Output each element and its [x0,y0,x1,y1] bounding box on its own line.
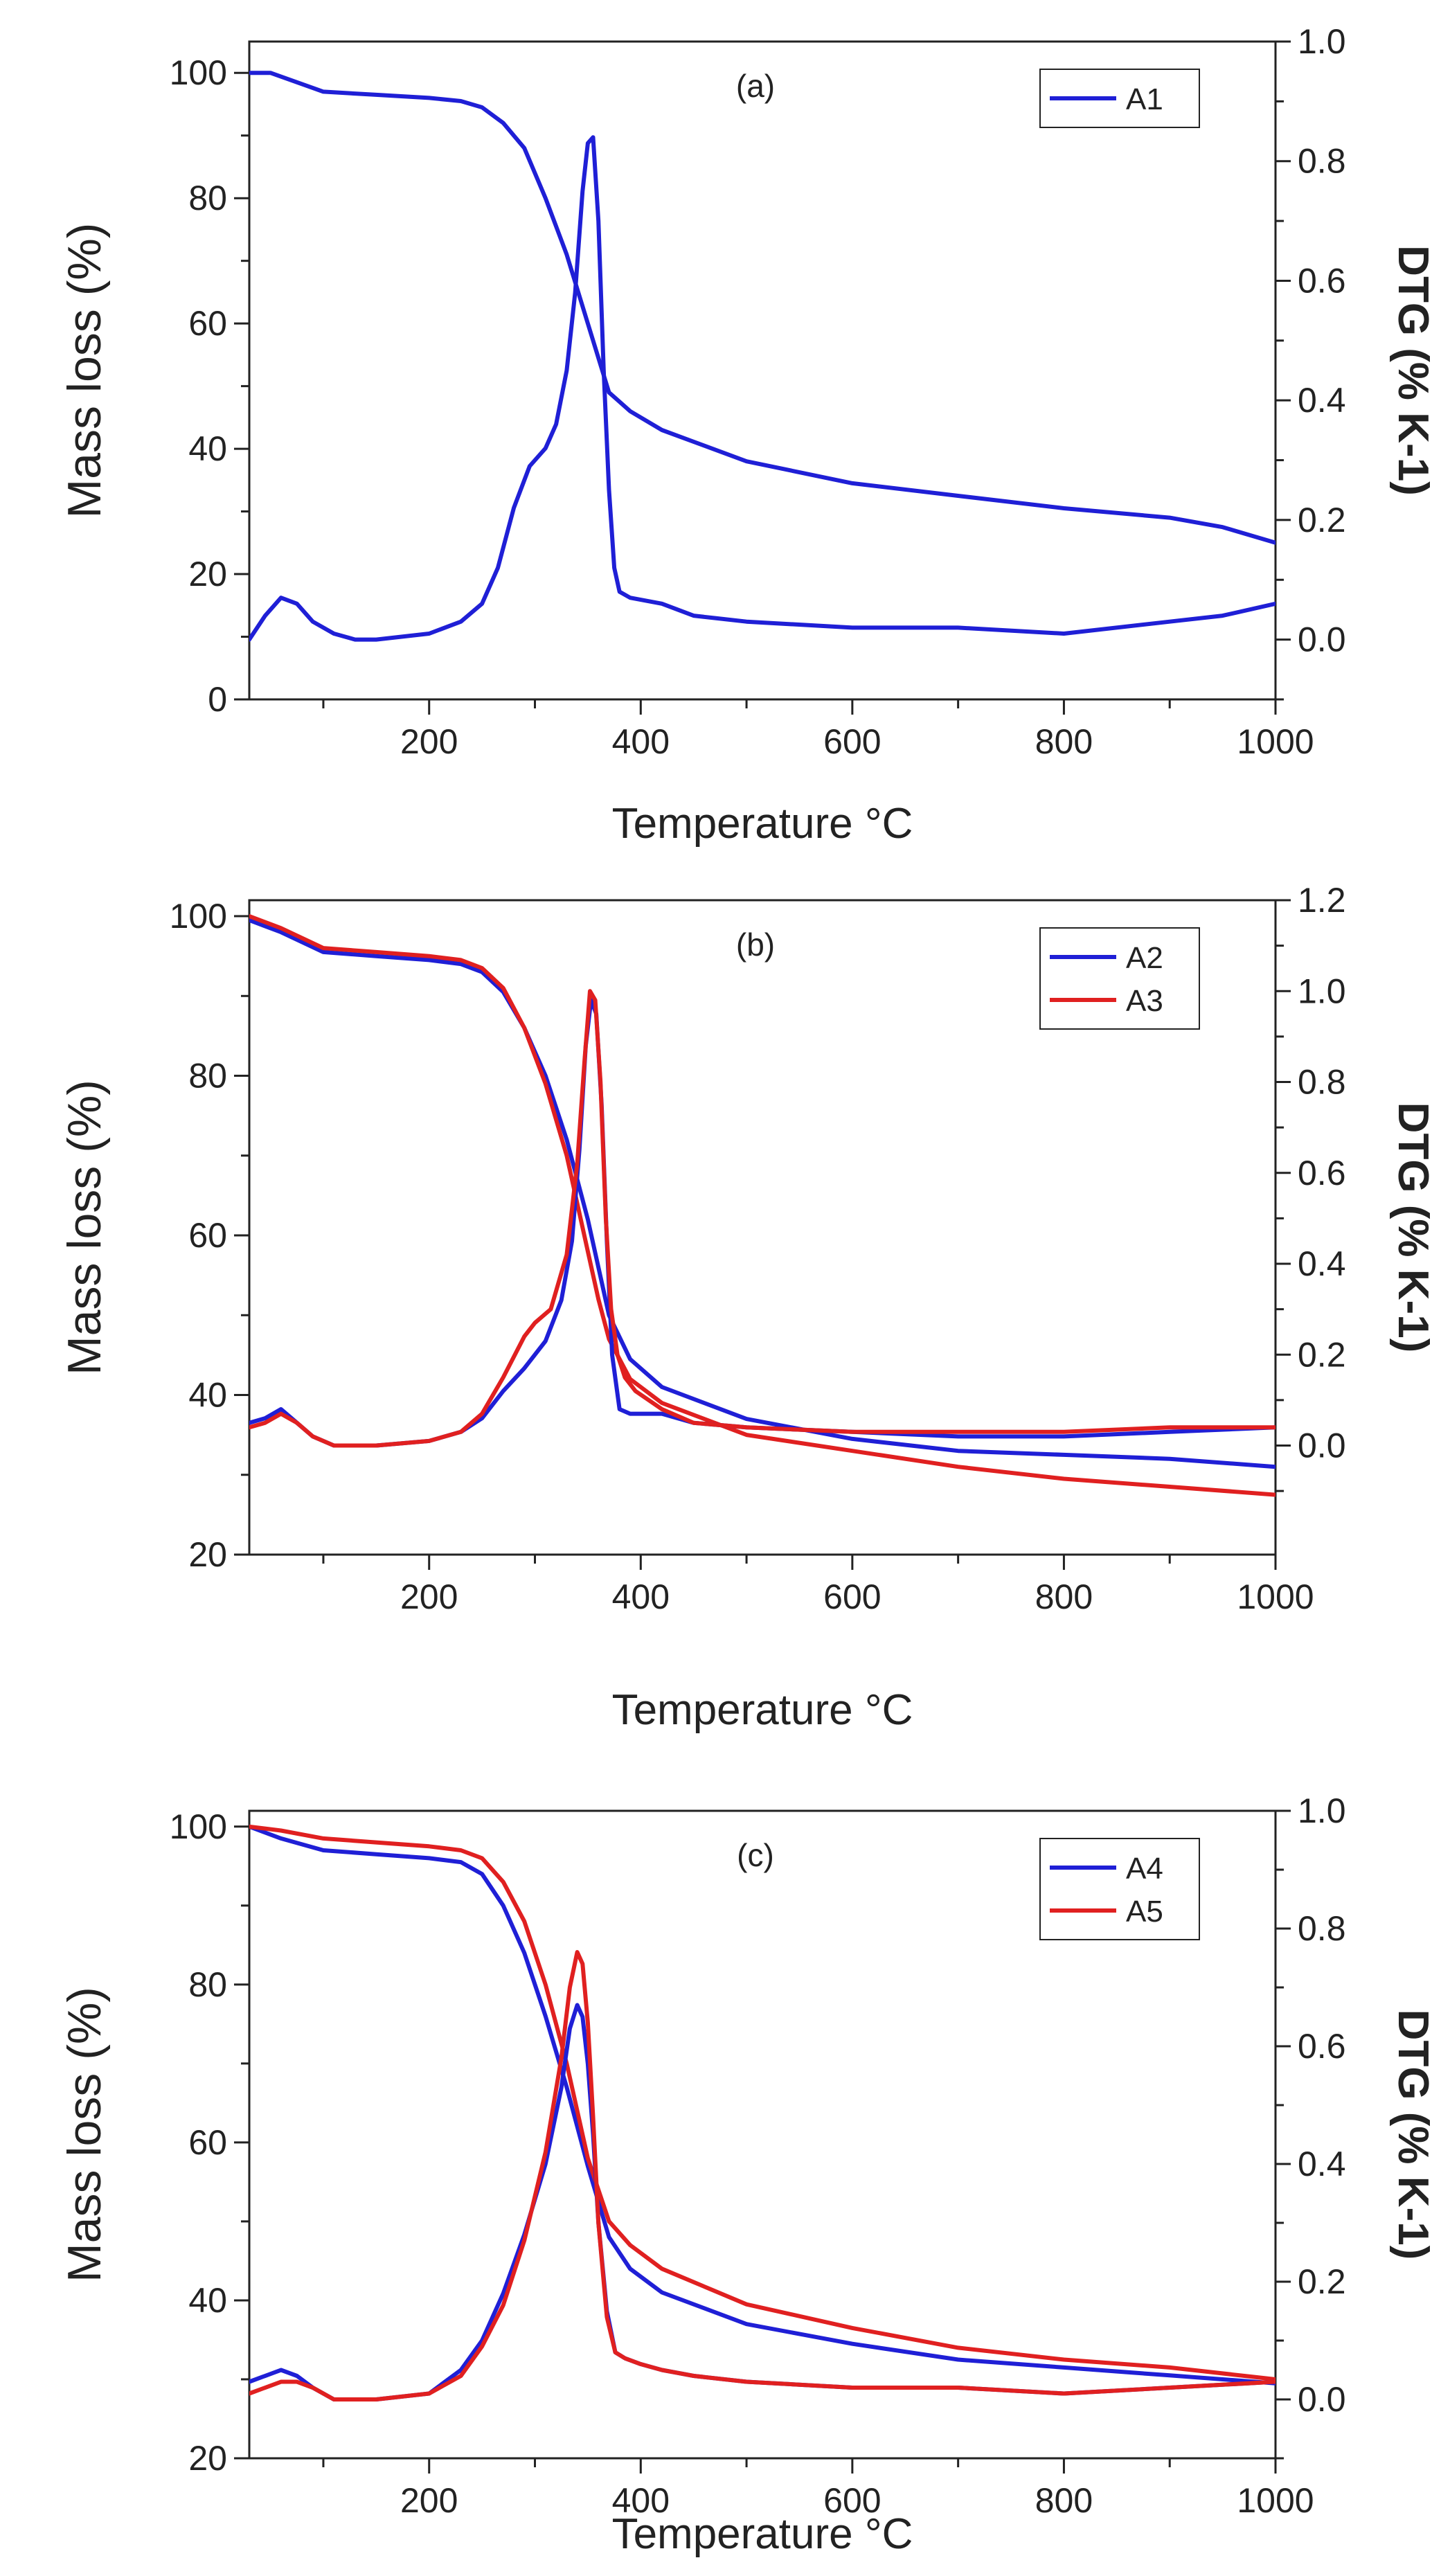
y2-tick-label: 1.0 [1298,972,1346,1010]
series-group [249,71,1276,642]
x-tick-label: 600 [823,722,881,761]
legend-box [1039,1838,1200,1940]
series-group [249,914,1276,1497]
y2-tick-label: 0.2 [1298,2262,1346,2301]
chart-panel-1: 200 400 600 800 1000 0 20 40 60 80 100 0.0 0.2 0.4 0.6… [58,22,1437,848]
series-line-a3-tg [249,914,1276,1497]
legend-entry-a2: A2 [1126,941,1163,975]
x-tick-label: 600 [823,1577,881,1616]
y-axis-title: Mass loss (%) [58,223,111,519]
y2-tick-label: 0.2 [1298,501,1346,539]
legend-entry-a3: A3 [1126,984,1163,1018]
y2-tick-label: 0.2 [1298,1335,1346,1374]
series-line-a1-dtg [249,135,1276,642]
legend-entry-a5: A5 [1126,1895,1163,1929]
y-tick-label: 40 [188,2281,227,2320]
plot-frame [248,40,1277,701]
series-group [249,1824,1276,2401]
x-tick-label: 400 [612,2481,670,2520]
y2-tick-label: 1.0 [1298,1791,1346,1830]
y-axis-title: Mass loss (%) [58,1987,111,2282]
y2-tick-label: 0.0 [1298,1426,1346,1465]
y-tick-label: 40 [188,429,227,468]
x-axis-title: Temperature °C [612,2510,913,2558]
series-line-a2-dtg [249,998,1276,1448]
y2-axis-title: DTG (% K-1) [1389,245,1437,496]
y2-axis-title: DTG (% K-1) [1389,2010,1437,2260]
y-tick-label: 60 [188,2123,227,2162]
series-line-a4-dtg [249,2003,1276,2401]
y-tick-label: 80 [188,179,227,217]
series-line-a3-dtg [249,989,1276,1448]
x-axis-title: Temperature °C [612,1686,913,1734]
x-tick-label: 200 [400,722,458,761]
y2-tick-label: 0.8 [1298,142,1346,181]
y-tick-label: 80 [188,1057,227,1095]
y-tick-label: 20 [188,555,227,593]
series-line-a1-tg [249,71,1276,545]
y-tick-label: 100 [170,897,227,936]
series-line-a5-dtg [249,1950,1276,2401]
x-axis-title: Temperature °C [612,800,913,848]
plot-frame [248,1809,1277,2460]
legend-entry-a1: A1 [1126,82,1163,116]
y-tick-label: 80 [188,1965,227,2004]
panel-label: (b) [736,927,775,963]
x-tick-label: 400 [612,1577,670,1616]
y2-tick-label: 0.6 [1298,261,1346,300]
y-tick-label: 100 [170,1807,227,1846]
x-tick-label: 800 [1035,722,1093,761]
panel-label: (a) [736,68,775,104]
y-tick-label: 40 [188,1376,227,1415]
y-tick-label: 20 [188,1535,227,1574]
y2-tick-label: 0.6 [1298,1154,1346,1192]
legend-box [1039,927,1200,1030]
y-tick-label: 100 [170,53,227,92]
y-tick-label: 20 [188,2439,227,2478]
chart-panel-2: 200 400 600 800 1000 20 40 60 80 100 0.0 0.2 0.4 0.6 0… [58,881,1437,1734]
y2-tick-label: 0.4 [1298,381,1346,420]
x-tick-label: 600 [823,2481,881,2520]
y-tick-label: 0 [208,680,227,719]
panel-label: (c) [737,1837,774,1873]
series-line-a4-tg [249,1824,1276,2386]
x-tick-label: 200 [400,2481,458,2520]
series-line-a2-tg [249,918,1276,1469]
x-tick-label: 800 [1035,2481,1093,2520]
y-tick-label: 60 [188,304,227,343]
x-tick-label: 400 [612,722,670,761]
x-tick-label: 200 [400,1577,458,1616]
y2-tick-label: 0.4 [1298,2145,1346,2183]
y2-tick-label: 0.8 [1298,1909,1346,1948]
y-tick-label: 60 [188,1216,227,1255]
y2-axis-title: DTG (% K-1) [1389,1102,1437,1353]
y2-tick-label: 0.8 [1298,1063,1346,1102]
plot-frame [248,899,1277,1556]
y2-tick-label: 0.0 [1298,620,1346,659]
y2-tick-label: 0.6 [1298,2027,1346,2066]
y2-tick-label: 0.0 [1298,2380,1346,2419]
y2-tick-label: 0.4 [1298,1244,1346,1283]
x-tick-label: 1000 [1237,722,1314,761]
x-tick-label: 1000 [1237,2481,1314,2520]
chart-panel-3: 200 400 600 800 1000 20 40 60 80 100 0.0 0.2 0.4 0.6 0… [58,1791,1437,2558]
x-tick-label: 800 [1035,1577,1093,1616]
x-tick-label: 1000 [1237,1577,1314,1616]
y-axis-title: Mass loss (%) [58,1080,111,1375]
legend-entry-a4: A4 [1126,1852,1163,1886]
y2-tick-label: 1.2 [1298,881,1346,920]
y2-tick-label: 1.0 [1298,22,1346,61]
legend: A1 [1039,69,1200,128]
